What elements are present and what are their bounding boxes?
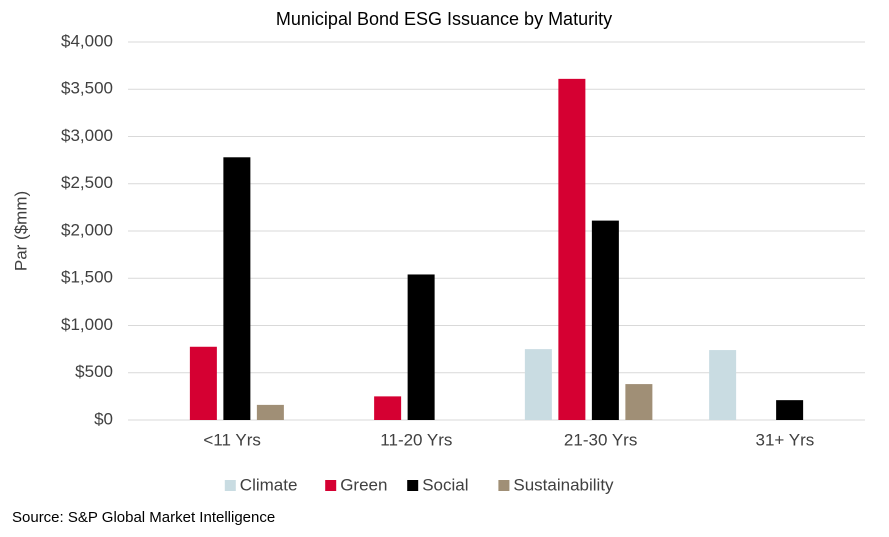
legend-label: Social xyxy=(422,475,468,494)
y-tick-label: $3,500 xyxy=(61,79,113,98)
source-note: Source: S&P Global Market Intelligence xyxy=(12,509,275,526)
legend-swatch xyxy=(224,480,236,491)
x-tick-label: 31+ Yrs xyxy=(755,430,814,449)
bar xyxy=(407,274,435,420)
bar xyxy=(776,400,804,420)
bar xyxy=(709,350,737,420)
legend-label: Sustainability xyxy=(513,475,614,494)
bar xyxy=(374,396,402,420)
y-tick-label: $4,000 xyxy=(61,31,113,50)
bar xyxy=(591,220,619,420)
legend-swatch xyxy=(407,480,419,491)
chart-title: Municipal Bond ESG Issuance by Maturity xyxy=(276,9,612,29)
bar xyxy=(625,384,653,420)
y-tick-label: $2,500 xyxy=(61,173,113,192)
y-tick-label: $0 xyxy=(94,409,113,428)
y-tick-label: $3,000 xyxy=(61,126,113,145)
legend-label: Green xyxy=(340,475,387,494)
bar xyxy=(223,157,251,421)
y-tick-label: $1,000 xyxy=(61,315,113,334)
bar xyxy=(256,404,284,420)
legend-label: Climate xyxy=(240,475,298,494)
bar xyxy=(524,349,552,420)
x-tick-label: <11 Yrs xyxy=(203,430,261,449)
x-tick-label: 11-20 Yrs xyxy=(380,430,452,449)
x-tick-label: 21-30 Yrs xyxy=(564,430,637,449)
y-tick-label: $1,500 xyxy=(61,268,113,287)
y-tick-label: $2,000 xyxy=(61,220,113,239)
y-tick-label: $500 xyxy=(75,362,113,381)
legend-swatch xyxy=(498,480,510,491)
bar xyxy=(558,78,586,420)
legend-swatch xyxy=(325,480,337,491)
y-axis-label: Par ($mm) xyxy=(11,191,30,271)
bar xyxy=(189,346,217,420)
